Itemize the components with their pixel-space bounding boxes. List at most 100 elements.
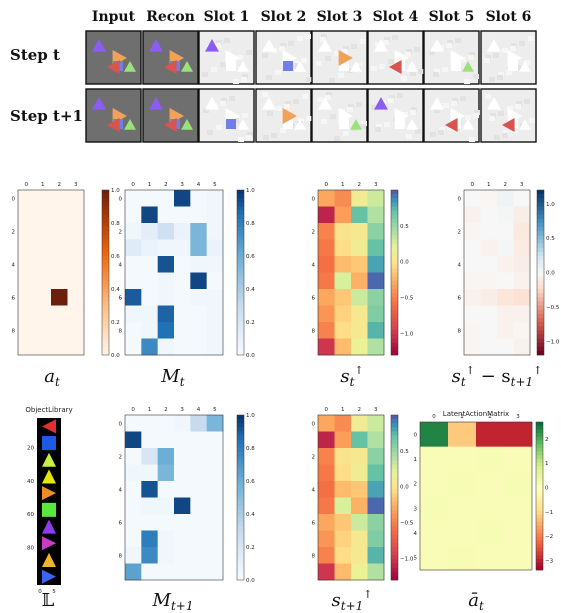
colorbar-segment [391,571,398,577]
heatmap-cell [420,422,449,447]
heatmap-cell [318,563,335,581]
colorbar-segment [237,522,244,527]
heatmap-cell [125,530,142,548]
heatmap-cell [206,256,224,273]
colorbar-segment [537,326,544,331]
square-blue [226,119,236,129]
heatmap-cell [125,223,142,240]
heatmap-cell [318,206,335,224]
colorbar-tick-label: 1.0 [246,188,255,194]
x-tick-label: 4 [197,182,201,188]
triangle-white [318,97,332,110]
heatmap-cell [351,497,368,515]
heatmap-cell [480,190,498,207]
heatmap-cell [206,431,224,449]
heatmap-cell [476,422,505,447]
colorbar-segment [391,264,398,269]
colorbar-segment [391,542,398,548]
captions: at Mt st↑ st↑ − st+1↑ 𝕃 Mt+1 st+1↑ āt [42,364,543,613]
heatmap-cell [464,223,481,240]
mask-noise [348,104,354,109]
colorbar-segment [536,507,543,512]
colorbar-segment [102,317,109,323]
heatmap-cell [420,446,449,472]
colorbar-segment [102,297,109,302]
heatmap-cell [141,431,158,449]
heatmap-cell [334,256,352,273]
heatmap-cell [497,256,514,273]
mask-noise [347,107,353,112]
colorbar-segment [237,268,244,273]
colorbar-segment [391,297,398,302]
colorbar-segment [537,272,544,277]
heatmap-cell [513,272,531,290]
mask-noise [347,68,353,73]
y-tick-label: 0 [119,196,123,202]
heatmap-cell [334,272,352,290]
heatmap-cell [351,256,368,273]
heatmap-cell [206,464,224,482]
heatmap-cell [18,338,35,356]
x-tick-label: 3 [374,182,378,188]
triangle-red [164,118,177,132]
colorbar-segment [537,243,544,249]
heatmap-cell [367,190,385,207]
triangle-red [107,60,120,74]
slot-tile [311,30,368,85]
colorbar-segment [536,555,543,560]
colorbar-segment [391,514,398,519]
heatmap-cell [367,305,385,323]
heatmap-cell [157,514,175,531]
colorbar-segment [391,431,398,436]
x-tick-label: 3 [374,407,378,413]
mask-noise [439,127,445,132]
colorbar-segment [237,419,244,424]
x-tick-label: 0 [325,182,329,188]
mask-noise [506,70,512,75]
colorbar-segment [237,284,244,290]
colorbar-segment [536,488,543,493]
colorbar-segment [536,540,543,545]
heatmap-cell [174,431,191,449]
y-tick-label: 1 [414,457,418,463]
mask-noise [298,118,304,123]
colorbar-segment [102,289,109,294]
mask-noise [392,35,398,40]
colorbar-segment [536,496,543,500]
heatmap-cell [141,464,158,482]
colorbar-segment [237,322,244,327]
mask-noise [267,111,273,116]
heatmap-cell [351,305,368,323]
heatmap-cell [334,206,352,224]
colorbar-segment [391,435,398,441]
colorbar-segment [391,489,398,494]
heatmap-cell [18,322,35,339]
caption-a-t: at [44,366,60,389]
y-tick-label: 6 [119,520,123,526]
colorbar-segment [237,247,244,253]
heatmap-cell [464,239,481,257]
heatmap-cell [334,481,352,498]
x-tick-label: 1 [148,407,152,413]
triangle-purple [149,39,163,52]
heatmap-cell [157,563,175,581]
heatmap-cell [497,272,514,290]
colorbar-segment [237,493,244,498]
mask-noise [384,122,390,127]
colorbar-segment [536,470,543,475]
x-tick-label: 5 [52,589,56,595]
heatmap-cell [367,206,385,224]
heatmap-cell [448,446,477,472]
slot-tile [423,30,480,85]
colorbar-segment [102,194,109,199]
mask-noise [285,101,291,106]
chart-s-t-diff: 0 1 2 3 0 2 4 6 8 1.0 0.5 0.0 −0.5 −1.0 [458,182,560,356]
heatmap-cell [318,464,335,482]
triangle-white [519,119,531,130]
colorbar-tick-label: −1 [545,510,553,516]
x-tick-label: 1 [460,414,464,420]
heatmap-cell [157,289,175,306]
triangle-white [294,61,306,72]
colorbar-tick-label: −0.5 [400,521,414,527]
colorbar-segment [102,256,109,261]
